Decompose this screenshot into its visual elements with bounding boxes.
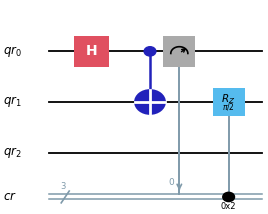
Text: H: H [85, 44, 97, 58]
Circle shape [135, 90, 165, 114]
Text: $cr$: $cr$ [3, 190, 17, 204]
Text: $qr_1$: $qr_1$ [3, 95, 22, 110]
Text: 3: 3 [61, 182, 66, 191]
Text: $qr_0$: $qr_0$ [3, 44, 22, 59]
Circle shape [144, 47, 156, 56]
FancyBboxPatch shape [74, 36, 109, 67]
Text: 0x2: 0x2 [221, 202, 236, 211]
Text: $\pi/2$: $\pi/2$ [222, 101, 235, 112]
FancyBboxPatch shape [213, 88, 245, 116]
Circle shape [223, 192, 234, 202]
Text: $qr_2$: $qr_2$ [3, 145, 22, 160]
Text: $R_Z$: $R_Z$ [221, 92, 236, 106]
Text: 0: 0 [169, 178, 174, 187]
FancyBboxPatch shape [163, 36, 195, 67]
